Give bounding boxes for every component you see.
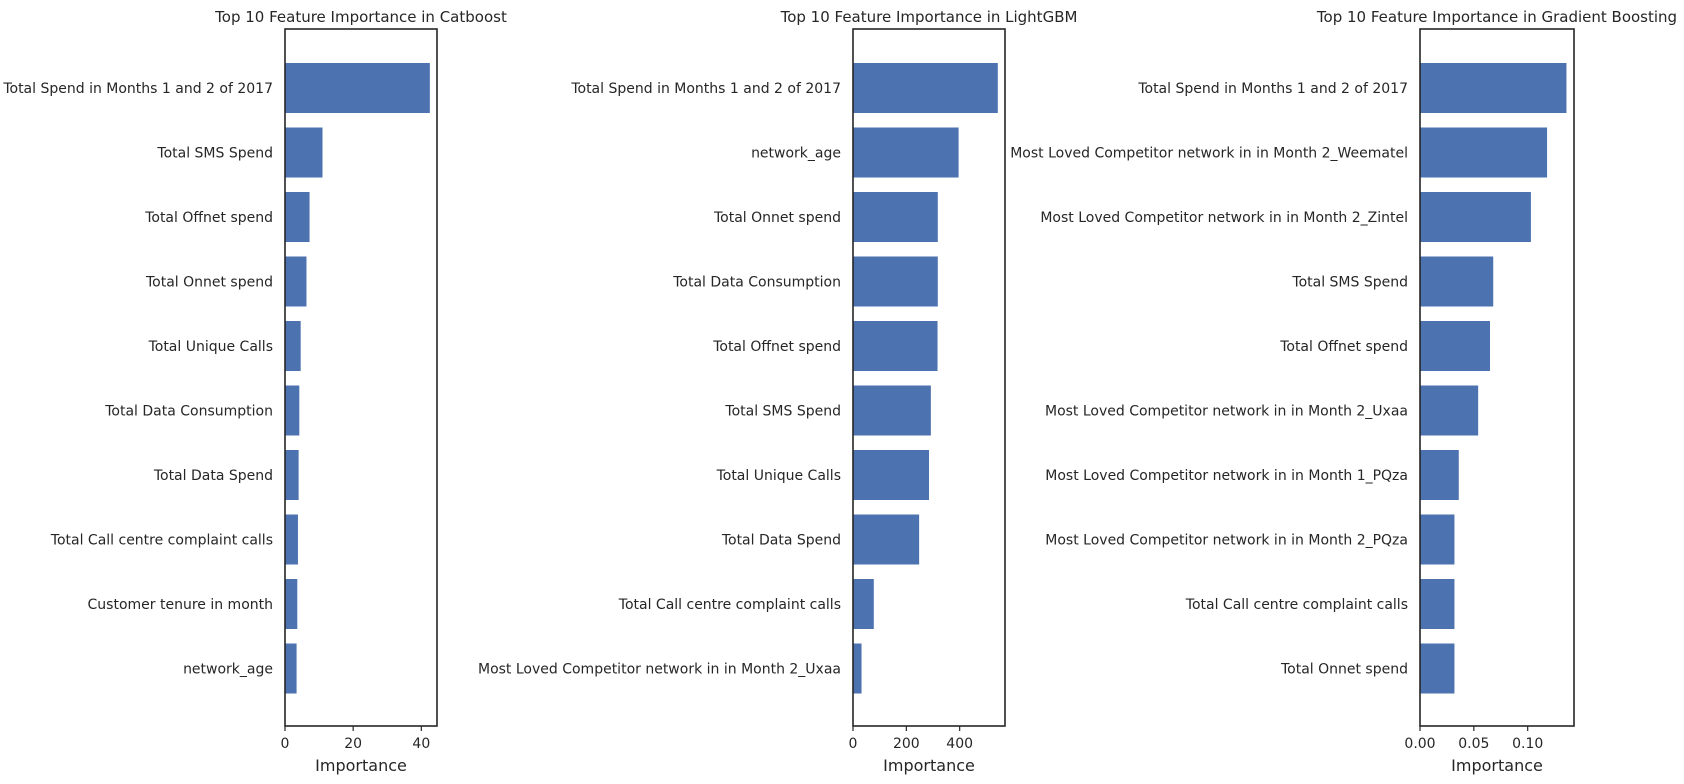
bar-3 xyxy=(285,192,310,242)
category-label: Total Data Consumption xyxy=(672,275,841,291)
x-tick-label: 200 xyxy=(893,736,920,752)
bar-3 xyxy=(853,192,938,242)
bar-4 xyxy=(853,256,938,307)
category-label: Total Call centre complaint calls xyxy=(1185,597,1408,613)
category-label: Most Loved Competitor network in in Mont… xyxy=(1045,404,1408,420)
bar-7 xyxy=(1420,450,1459,500)
axes-frame xyxy=(1419,28,1575,727)
chart-title: Top 10 Feature Importance in Catboost xyxy=(214,8,507,26)
bar-6 xyxy=(1420,385,1479,436)
chart-panel-3: Top 10 Feature Importance in Gradient Bo… xyxy=(1010,8,1677,775)
category-label: Total Offnet spend xyxy=(1279,339,1408,355)
category-label: Most Loved Competitor network in in Mont… xyxy=(1010,146,1408,162)
bar-10 xyxy=(285,643,297,694)
category-label: Total Onnet spend xyxy=(145,275,273,291)
bar-9 xyxy=(1420,579,1455,629)
category-label: Total Spend in Months 1 and 2 of 2017 xyxy=(1137,81,1408,97)
bar-10 xyxy=(853,643,862,694)
category-label: Total Onnet spend xyxy=(713,210,841,226)
category-label: Total Unique Calls xyxy=(148,339,273,355)
category-label: Total Offnet spend xyxy=(712,339,841,355)
category-label: Customer tenure in month xyxy=(88,597,273,613)
chart-title: Top 10 Feature Importance in LightGBM xyxy=(780,8,1078,26)
x-tick-label: 20 xyxy=(344,736,362,752)
bar-10 xyxy=(1420,643,1455,694)
bar-9 xyxy=(853,579,874,629)
bar-2 xyxy=(285,127,323,178)
bar-5 xyxy=(853,321,938,371)
category-label: Total Data Spend xyxy=(153,468,273,484)
bar-6 xyxy=(285,385,300,436)
category-label: Total Onnet spend xyxy=(1280,662,1408,678)
chart-panel-2: Top 10 Feature Importance in LightGBM Tot… xyxy=(478,8,1077,775)
bar-2 xyxy=(1420,127,1548,178)
bar-1 xyxy=(1420,63,1567,113)
bar-9 xyxy=(285,579,298,629)
x-axis-label: Importance xyxy=(883,756,975,775)
category-label: Total SMS Spend xyxy=(724,404,841,420)
category-label: Total Spend in Months 1 and 2 of 2017 xyxy=(570,81,841,97)
category-label: Most Loved Competitor network in in Mont… xyxy=(478,662,841,678)
chart-panel-1: Top 10 Feature Importance in Catboost Tot… xyxy=(2,8,507,775)
bar-8 xyxy=(853,514,920,565)
category-label: Most Loved Competitor network in in Mont… xyxy=(1040,210,1408,226)
category-label: Total Data Spend xyxy=(721,533,841,549)
axes-frame xyxy=(852,28,1006,727)
bar-1 xyxy=(285,63,430,113)
x-axis-label: Importance xyxy=(1451,756,1543,775)
chart-title: Top 10 Feature Importance in Gradient Bo… xyxy=(1316,8,1677,26)
bar-5 xyxy=(1420,321,1490,371)
category-label: Most Loved Competitor network in in Mont… xyxy=(1045,468,1408,484)
x-tick-label: 0 xyxy=(281,736,290,752)
x-tick-label: 0.10 xyxy=(1512,736,1543,752)
x-tick-label: 400 xyxy=(946,736,973,752)
x-tick-label: 0 xyxy=(849,736,858,752)
bar-5 xyxy=(285,321,301,371)
x-tick-label: 40 xyxy=(412,736,430,752)
category-label: Total Unique Calls xyxy=(716,468,841,484)
category-label: Total SMS Spend xyxy=(156,146,273,162)
bar-7 xyxy=(853,450,929,500)
category-label: network_age xyxy=(183,662,273,678)
x-tick-label: 0.05 xyxy=(1458,736,1489,752)
bar-8 xyxy=(1420,514,1455,565)
category-label: Total Call centre complaint calls xyxy=(618,597,841,613)
category-label: Total SMS Spend xyxy=(1291,275,1408,291)
bar-4 xyxy=(1420,256,1494,307)
bar-3 xyxy=(1420,192,1531,242)
category-label: Total Data Consumption xyxy=(104,404,273,420)
category-label: Total Offnet spend xyxy=(144,210,273,226)
bar-2 xyxy=(853,127,959,178)
axes-frame xyxy=(284,28,438,727)
category-label: Total Spend in Months 1 and 2 of 2017 xyxy=(2,81,273,97)
x-tick-label: 0.00 xyxy=(1404,736,1435,752)
category-label: network_age xyxy=(751,146,841,162)
bar-4 xyxy=(285,256,307,307)
category-label: Most Loved Competitor network in in Mont… xyxy=(1045,533,1408,549)
bar-7 xyxy=(285,450,299,500)
bar-1 xyxy=(853,63,998,113)
category-label: Total Call centre complaint calls xyxy=(50,533,273,549)
x-axis-label: Importance xyxy=(315,756,407,775)
bar-8 xyxy=(285,514,298,565)
bar-6 xyxy=(853,385,931,436)
